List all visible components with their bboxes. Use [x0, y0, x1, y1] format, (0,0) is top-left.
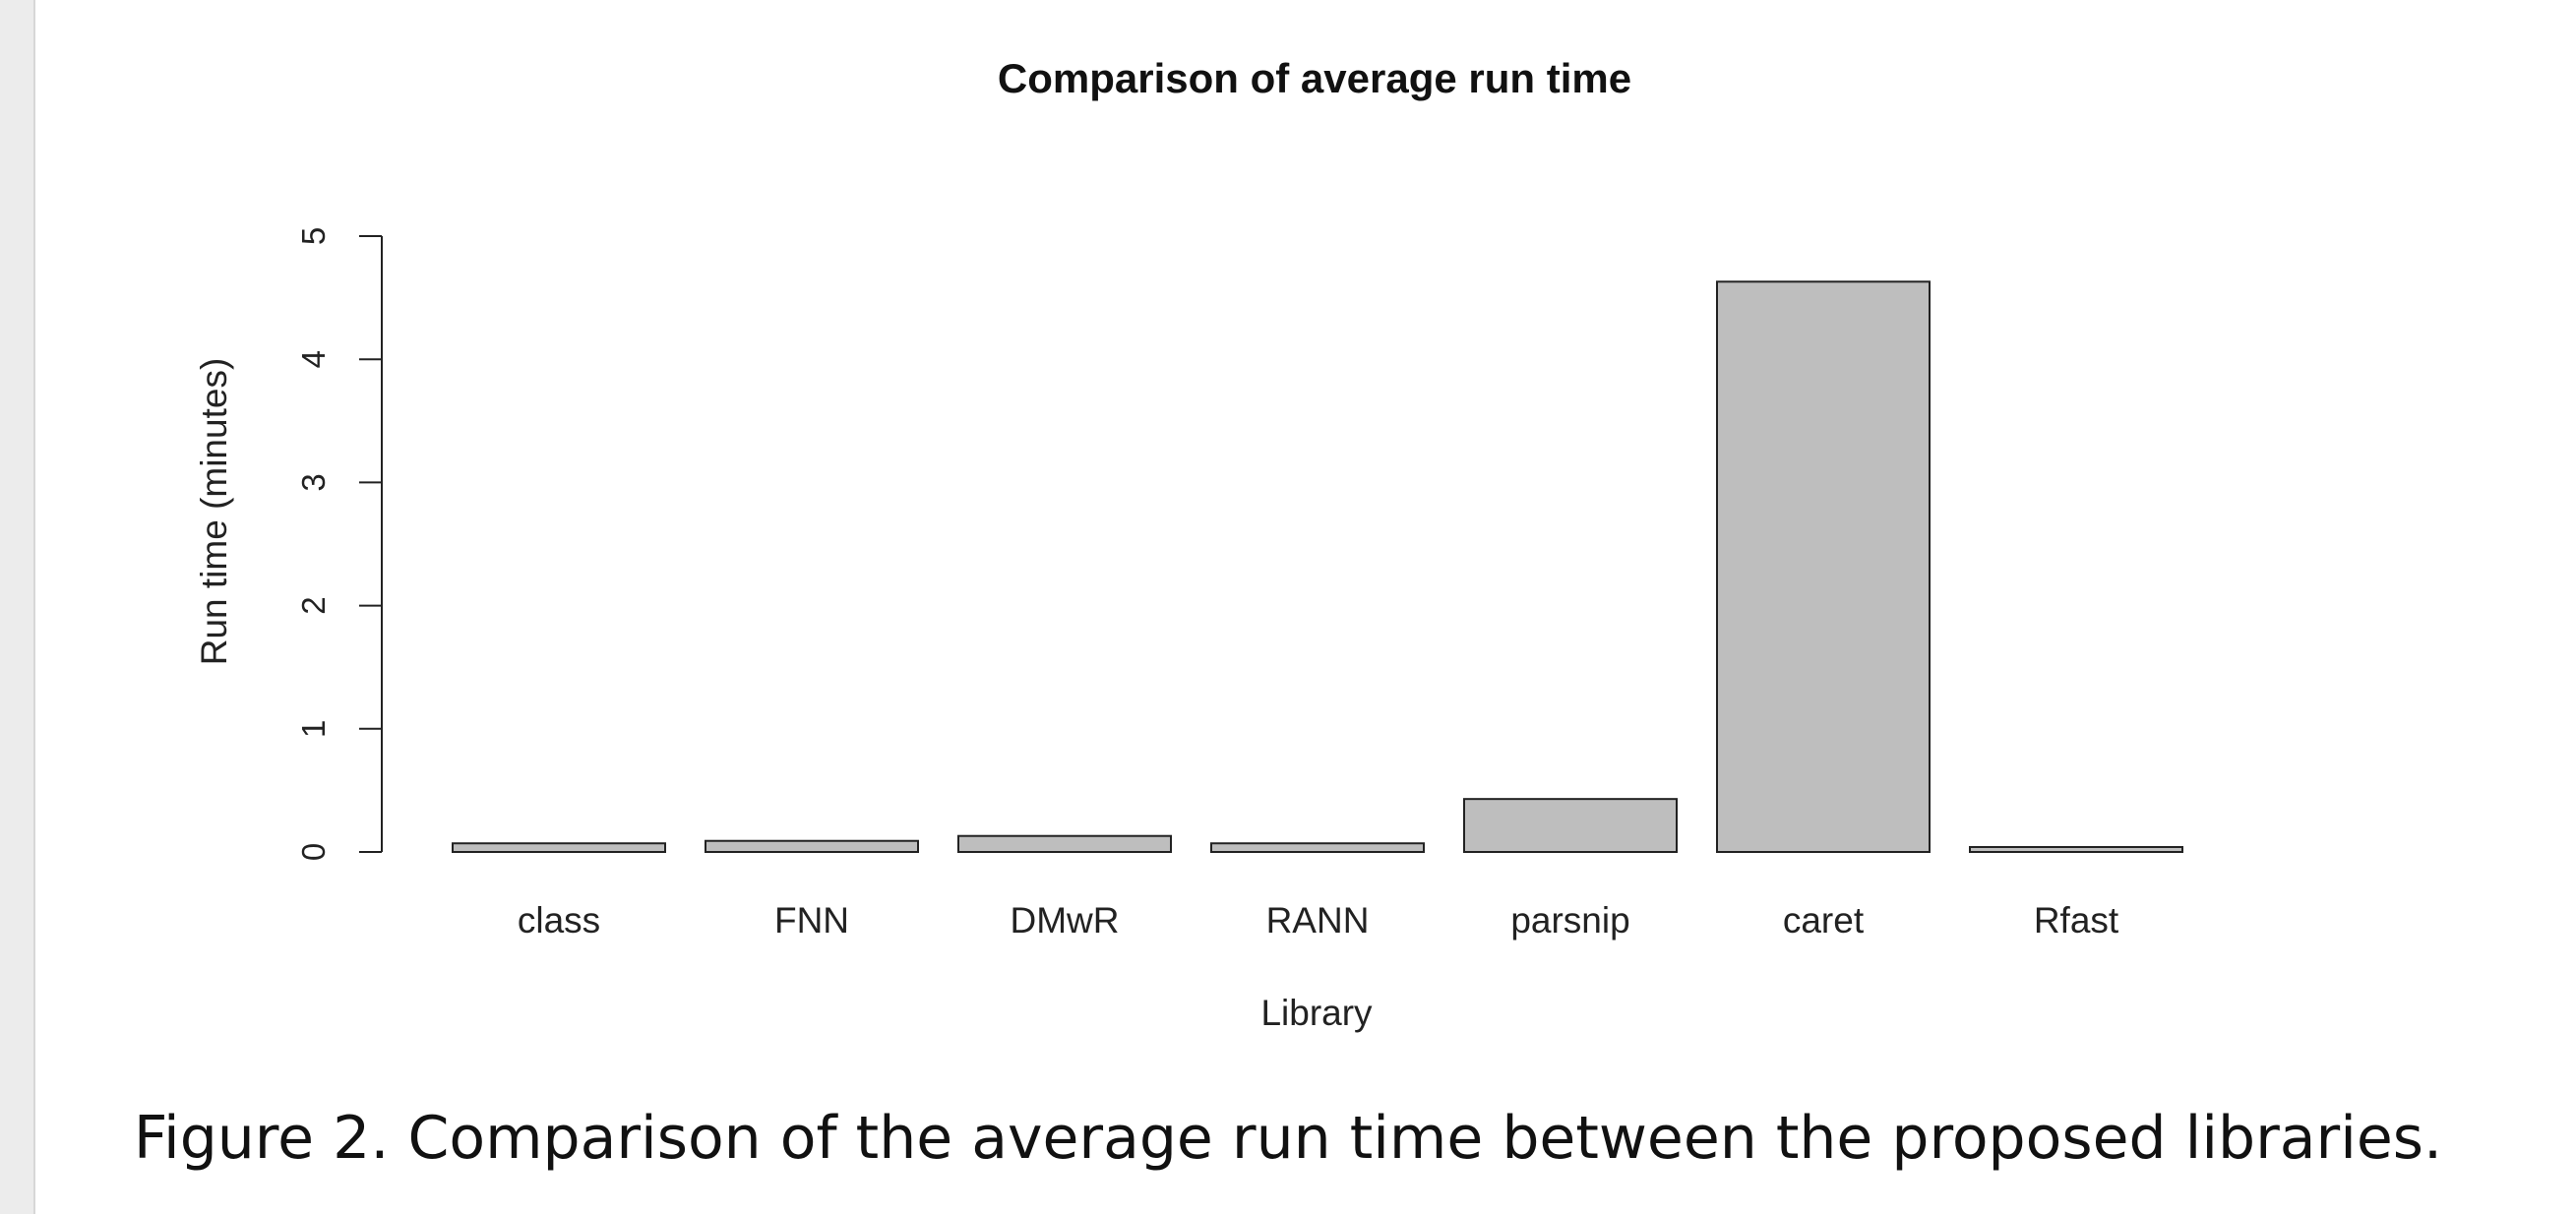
y-tick-label: 2: [295, 596, 332, 614]
x-tick-label: caret: [1783, 900, 1865, 941]
y-axis-label: Run time (minutes): [194, 358, 234, 666]
bar-Rfast: [1969, 845, 2183, 854]
figure-caption: Figure 2. Comparison of the average run …: [133, 1104, 2443, 1173]
y-axis: 0 1 2 3 4 5: [295, 227, 383, 861]
y-tick-label: 1: [295, 720, 332, 738]
y-tick-label: 3: [295, 473, 332, 491]
x-tick-label: Rfast: [2034, 900, 2119, 941]
bar-RANN: [1210, 842, 1425, 854]
x-tick-labels: class FNN DMwR RANN parsnip caret Rfast: [518, 900, 2119, 941]
bars: [452, 280, 2183, 854]
bar-class: [452, 842, 666, 854]
bar-DMwR: [957, 834, 1172, 853]
x-axis-label: Library: [1260, 993, 1373, 1033]
x-tick-label: class: [518, 900, 600, 941]
y-tick-label: 4: [295, 350, 332, 368]
x-tick-label: FNN: [774, 900, 849, 941]
page-margin-strip: [0, 0, 35, 1214]
y-tick-label: 0: [295, 843, 332, 861]
bar-FNN: [705, 839, 919, 853]
y-tick-label: 5: [295, 227, 332, 245]
bar-caret: [1716, 280, 1931, 854]
x-tick-label: RANN: [1266, 900, 1370, 941]
chart-title: Comparison of average run time: [998, 55, 1631, 101]
x-tick-label: DMwR: [1011, 900, 1120, 941]
bar-parsnip: [1463, 798, 1678, 853]
x-tick-label: parsnip: [1510, 900, 1629, 941]
bar-chart: Comparison of average run time 0 1 2 3 4 5 cl…: [194, 55, 2183, 1033]
